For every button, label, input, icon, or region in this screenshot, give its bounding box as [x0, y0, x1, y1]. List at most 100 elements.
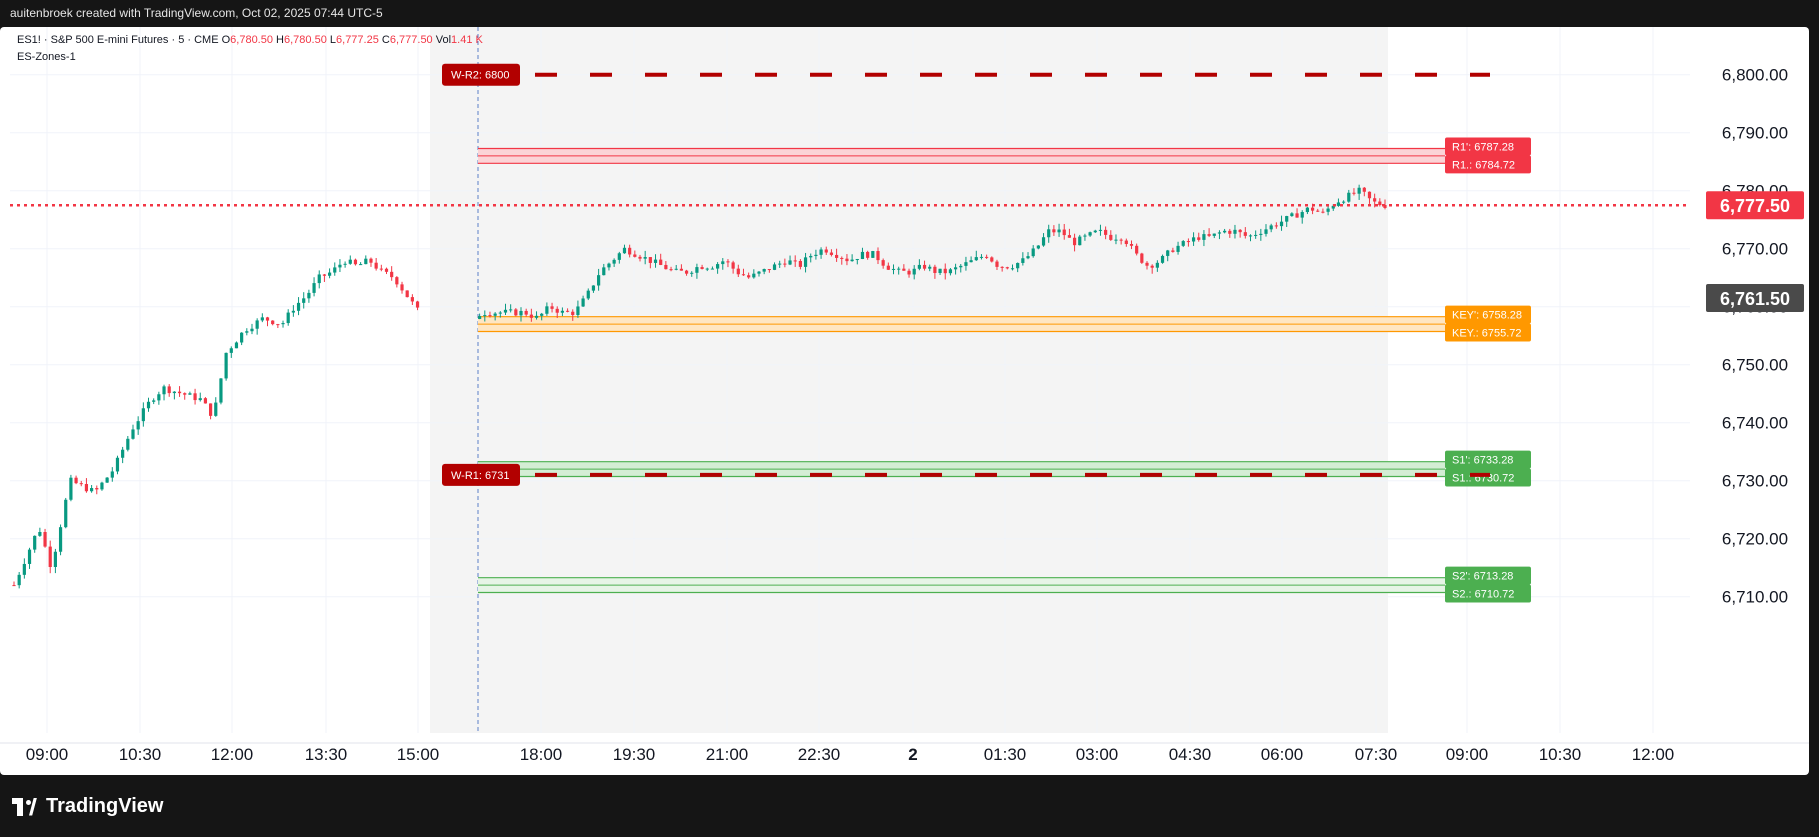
zone-price-tag[interactable]: [1445, 155, 1531, 174]
chart-attribution-bar: auitenbroek created with TradingView.com…: [0, 0, 1819, 27]
candle-body: [741, 274, 746, 276]
candle-body: [809, 255, 813, 258]
candle-body: [560, 310, 564, 313]
candle-body: [565, 310, 570, 312]
candle-body: [829, 252, 834, 255]
zone-price-tag-label: S1': 6733.28: [1452, 455, 1513, 467]
candle-body: [617, 253, 621, 260]
candle-body: [488, 315, 492, 317]
candle-body: [1129, 244, 1134, 246]
candle-body: [622, 247, 627, 254]
candle-body: [638, 256, 642, 259]
candle-body: [1290, 213, 1294, 217]
symbol-legend: ES1! · S&P 500 E-mini Futures · 5 · CME …: [17, 34, 483, 46]
candle-body: [1176, 245, 1180, 252]
candle-body: [783, 263, 787, 265]
candle-body: [162, 386, 166, 395]
x-axis-tick-label: 18:00: [520, 745, 563, 764]
candle-body: [348, 259, 352, 264]
candle-body: [747, 275, 751, 278]
indicator-legend[interactable]: ES-Zones-1: [17, 51, 76, 63]
high-value: 6,780.50: [284, 34, 327, 46]
candle-body: [819, 249, 823, 255]
candlestick-chart[interactable]: R1': 6787.28 R1.: 6784.72 KEY': 6758.28 KEY…: [0, 27, 1809, 775]
candle-body: [1155, 262, 1159, 268]
candle-body: [1181, 241, 1185, 246]
weekly-level-tag[interactable]: [442, 463, 520, 486]
candle-body: [1295, 213, 1299, 218]
candle-body: [359, 264, 363, 266]
candle-body: [1259, 233, 1263, 235]
candle-body: [778, 263, 782, 265]
candle-body: [752, 273, 756, 278]
zone-price-tag[interactable]: [1445, 450, 1531, 469]
candle-body: [1031, 248, 1035, 257]
candle-body: [1228, 230, 1232, 234]
candle-body: [74, 477, 78, 484]
candle-body: [938, 268, 942, 273]
x-axis-tick-label: 19:30: [613, 745, 656, 764]
zone-price-tag[interactable]: [1445, 305, 1531, 324]
symbol-description[interactable]: ES1! · S&P 500 E-mini Futures · 5 · CME: [17, 34, 219, 46]
zone-price-tag[interactable]: [1445, 566, 1531, 585]
candle-body: [1197, 237, 1201, 240]
candle-body: [917, 264, 921, 269]
candle-body: [907, 270, 911, 275]
candle-body: [281, 323, 285, 325]
candle-body: [234, 342, 239, 349]
candle-body: [990, 257, 994, 262]
tradingview-logo[interactable]: TradingView: [12, 795, 163, 818]
candle-body: [1207, 234, 1211, 236]
zone-price-tag[interactable]: [1445, 468, 1531, 487]
low-label: L: [329, 34, 337, 46]
candle-body: [1057, 229, 1061, 233]
zone-price-tag[interactable]: [1445, 584, 1531, 603]
y-axis-tick-label: 6,800.00: [1722, 66, 1788, 85]
last-price-tag[interactable]: [1706, 191, 1804, 220]
weekly-level-tag[interactable]: [442, 63, 520, 86]
zone-price-tag[interactable]: [1445, 137, 1531, 156]
candle-body: [1000, 266, 1004, 268]
candle-body: [126, 438, 130, 450]
candle-body: [1016, 262, 1020, 269]
candle-body: [1383, 205, 1387, 208]
candle-body: [33, 535, 37, 550]
candle-body: [136, 421, 140, 430]
crosshair-price-tag[interactable]: [1706, 284, 1804, 312]
candle-body: [633, 254, 637, 257]
candle-body: [110, 471, 114, 478]
x-axis-tick-label: 21:00: [706, 745, 749, 764]
candle-body: [327, 272, 332, 276]
volume-value: 1.41 K: [451, 34, 483, 46]
candle-body: [203, 398, 208, 404]
candle-body: [840, 257, 844, 259]
candle-body: [141, 408, 145, 422]
candle-body: [69, 477, 73, 500]
candle-body: [1254, 234, 1258, 236]
candle-body: [493, 313, 497, 316]
candle-body: [1083, 235, 1087, 237]
x-axis-tick-label: 04:30: [1169, 745, 1212, 764]
candle-body: [1093, 230, 1097, 233]
footer: TradingView: [0, 775, 1819, 837]
y-axis-tick-label: 6,740.00: [1722, 414, 1788, 433]
candle-body: [1217, 232, 1222, 234]
candle-body: [172, 391, 176, 394]
candle-body: [1342, 201, 1346, 203]
candle-body: [659, 259, 663, 265]
candle-body: [183, 393, 187, 395]
zone-price-tag-label: KEY.: 6755.72: [1452, 328, 1522, 340]
candle-body: [188, 393, 192, 395]
zone-price-tag[interactable]: [1445, 323, 1531, 342]
candle-body: [1062, 229, 1066, 236]
candle-body: [157, 394, 161, 401]
candle-body: [152, 400, 156, 402]
candle-body: [1191, 237, 1196, 242]
candle-body: [995, 261, 999, 267]
candle-body: [1088, 232, 1092, 236]
candle-body: [245, 331, 249, 333]
candle-body: [612, 259, 616, 264]
candle-body: [312, 283, 316, 293]
candle-body: [876, 251, 880, 261]
candle-body: [607, 263, 611, 268]
